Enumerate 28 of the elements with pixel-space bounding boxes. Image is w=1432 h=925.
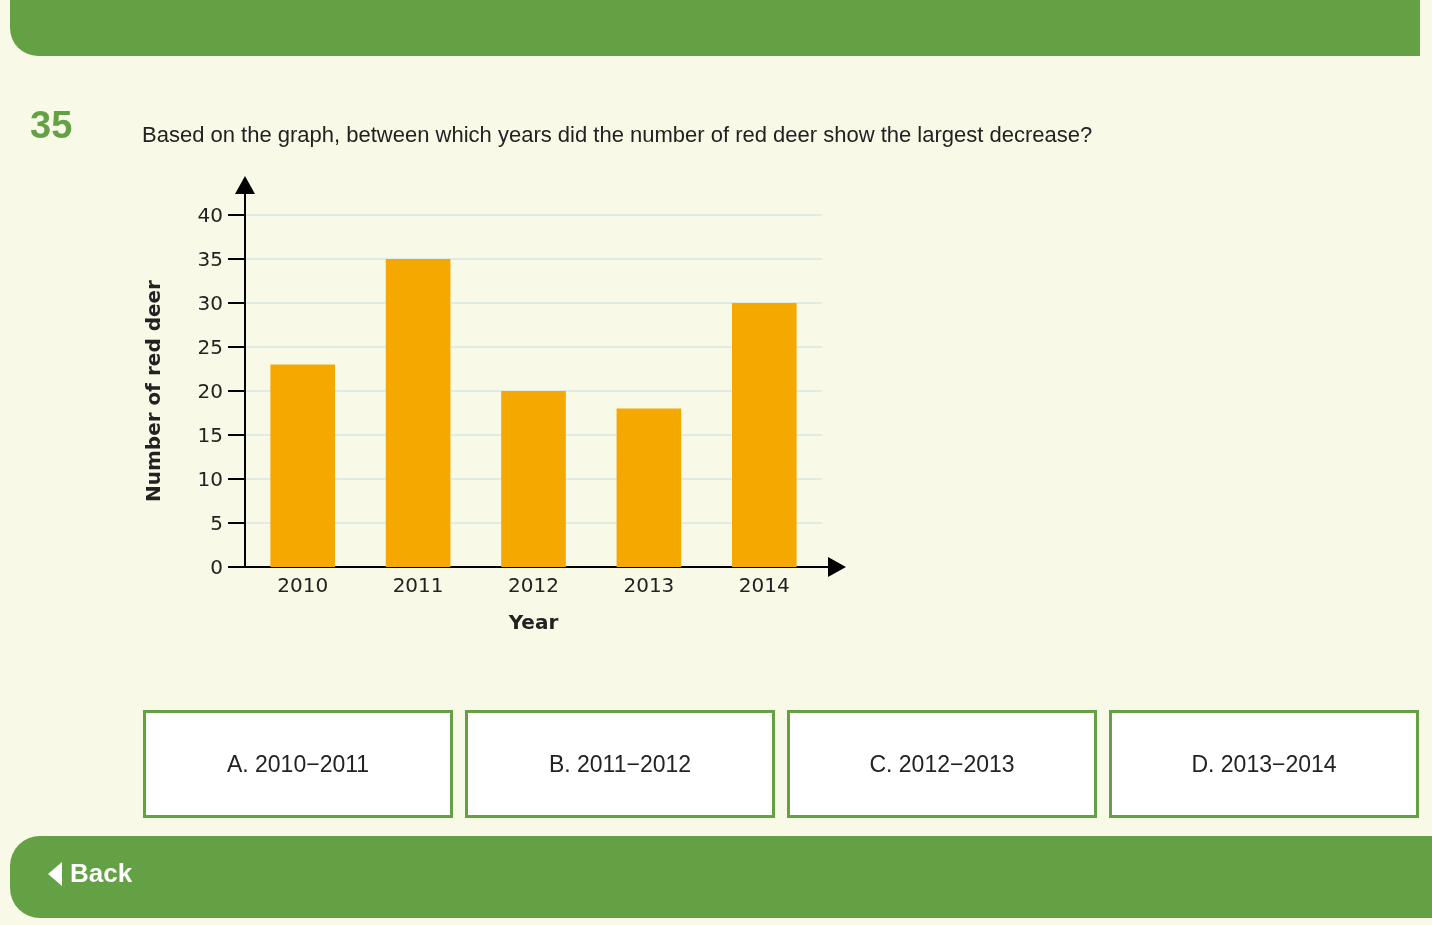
x-tick-label: 2011 (392, 573, 444, 597)
bar (731, 303, 797, 567)
y-tick-label: 5 (210, 511, 223, 535)
bar (501, 391, 566, 567)
text: A. 2010−2011 (143, 710, 453, 818)
y-tick-label: 15 (197, 423, 223, 447)
y-tick-label: 30 (197, 291, 223, 315)
x-tick-label: 2012 (508, 573, 559, 597)
text: B. 2011−2012 (465, 710, 775, 818)
x-tick-label: 2014 (738, 573, 790, 597)
y-axis-title: Number of red deer (141, 279, 165, 502)
x-tick-label: 2013 (623, 573, 675, 597)
chart-title: Based on the graph, between which years did the number of red deer show the largest decrease? (142, 122, 1093, 148)
x-tick-label: 2010 (277, 573, 329, 597)
y-tick-label: 10 (197, 467, 223, 491)
y-tick-label: 35 (197, 247, 223, 271)
text: C. 2012−2013 (787, 710, 1097, 818)
bar (270, 364, 336, 567)
y-tick-label: 25 (197, 335, 223, 359)
y-tick-label: 0 (210, 555, 223, 579)
text: D. 2013−2014 (1109, 710, 1419, 818)
y-tick-label: 40 (197, 203, 223, 227)
bar (385, 259, 451, 567)
text: 35 (30, 104, 73, 147)
text: Back (70, 858, 133, 889)
y-tick-label: 20 (197, 379, 223, 403)
x-axis-title: Year (507, 610, 559, 634)
bar (616, 408, 682, 567)
